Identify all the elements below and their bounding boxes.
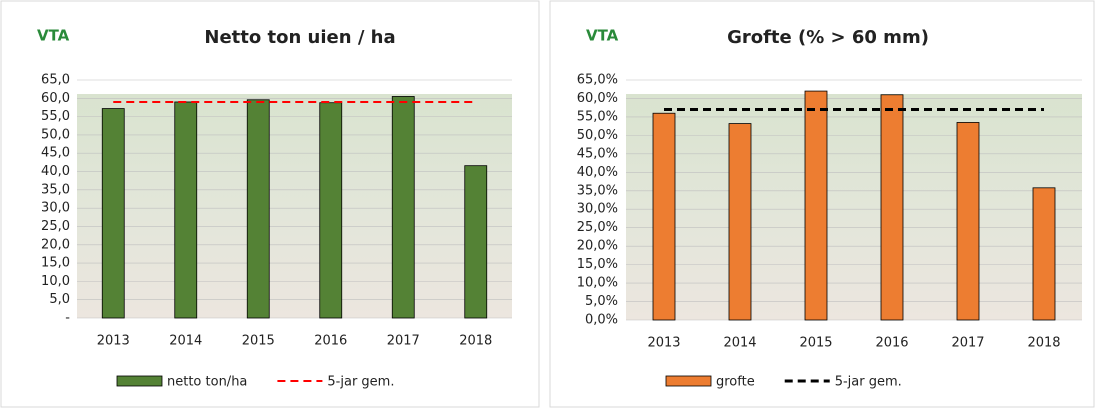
logo: VTA — [37, 27, 70, 45]
bar — [1033, 188, 1055, 320]
legend-label: grofte — [716, 375, 755, 390]
y-tick-label: 35,0 — [41, 182, 70, 197]
y-tick-label: 55,0 — [41, 109, 70, 124]
x-tick-label: 2015 — [242, 334, 275, 349]
x-tick-label: 2017 — [387, 334, 420, 349]
bar — [175, 102, 197, 318]
y-tick-label: 40,0% — [577, 165, 618, 180]
x-tick-label: 2018 — [1027, 336, 1060, 351]
plot-background — [77, 94, 512, 318]
y-tick-label: 55,0% — [577, 109, 618, 124]
bar — [320, 103, 342, 318]
bar — [392, 96, 414, 318]
x-tick-label: 2013 — [647, 336, 680, 351]
legend-swatch — [117, 376, 162, 386]
bar — [247, 100, 269, 318]
bar — [881, 95, 903, 320]
chart-title: Netto ton uien / ha — [204, 27, 395, 48]
y-tick-label: 25,0% — [577, 220, 618, 235]
y-tick-label: 40,0 — [41, 164, 70, 179]
y-tick-label: 10,0 — [41, 274, 70, 289]
y-tick-label: 45,0% — [577, 146, 618, 161]
y-tick-label: 15,0% — [577, 257, 618, 272]
y-tick-label: 30,0 — [41, 201, 70, 216]
y-tick-label: 10,0% — [577, 276, 618, 291]
x-tick-label: 2017 — [951, 336, 984, 351]
y-tick-label: 25,0 — [41, 219, 70, 234]
y-tick-label: 60,0 — [41, 91, 70, 106]
y-tick-label: 5,0% — [585, 294, 618, 309]
bar — [102, 109, 124, 318]
bar — [465, 166, 487, 318]
y-tick-label: - — [65, 311, 70, 326]
x-tick-label: 2016 — [875, 336, 908, 351]
y-tick-label: 45,0 — [41, 146, 70, 161]
y-tick-label: 0,0% — [585, 313, 618, 328]
y-tick-label: 65,0% — [577, 73, 618, 88]
x-tick-label: 2018 — [459, 334, 492, 349]
x-tick-label: 2014 — [169, 334, 202, 349]
y-tick-label: 20,0% — [577, 239, 618, 254]
y-tick-label: 35,0% — [577, 183, 618, 198]
y-tick-label: 15,0 — [41, 256, 70, 271]
plot-background — [626, 94, 1082, 320]
y-tick-label: 20,0 — [41, 237, 70, 252]
y-tick-label: 5,0 — [49, 292, 70, 307]
chart-title: Grofte (% > 60 mm) — [727, 27, 929, 48]
legend-swatch — [666, 376, 711, 386]
x-tick-label: 2015 — [799, 336, 832, 351]
y-tick-label: 60,0% — [577, 91, 618, 106]
x-tick-label: 2014 — [723, 336, 756, 351]
bar — [729, 124, 751, 320]
dashboard: VTA Netto ton uien / ha - 5,0 10,0 15,0 20,0 25… — [0, 0, 1096, 409]
bar — [805, 91, 827, 320]
y-tick-label: 65,0 — [41, 73, 70, 88]
bar — [957, 122, 979, 320]
bar — [653, 113, 675, 320]
y-tick-label: 50,0 — [41, 127, 70, 142]
legend-label: 5-jar gem. — [327, 375, 394, 390]
y-tick-label: 50,0% — [577, 128, 618, 143]
legend-label: netto ton/ha — [167, 375, 247, 390]
y-tick-label: 30,0% — [577, 202, 618, 217]
x-tick-label: 2016 — [314, 334, 347, 349]
x-tick-label: 2013 — [97, 334, 130, 349]
legend-label: 5-jar gem. — [835, 375, 902, 390]
logo: VTA — [586, 27, 619, 45]
